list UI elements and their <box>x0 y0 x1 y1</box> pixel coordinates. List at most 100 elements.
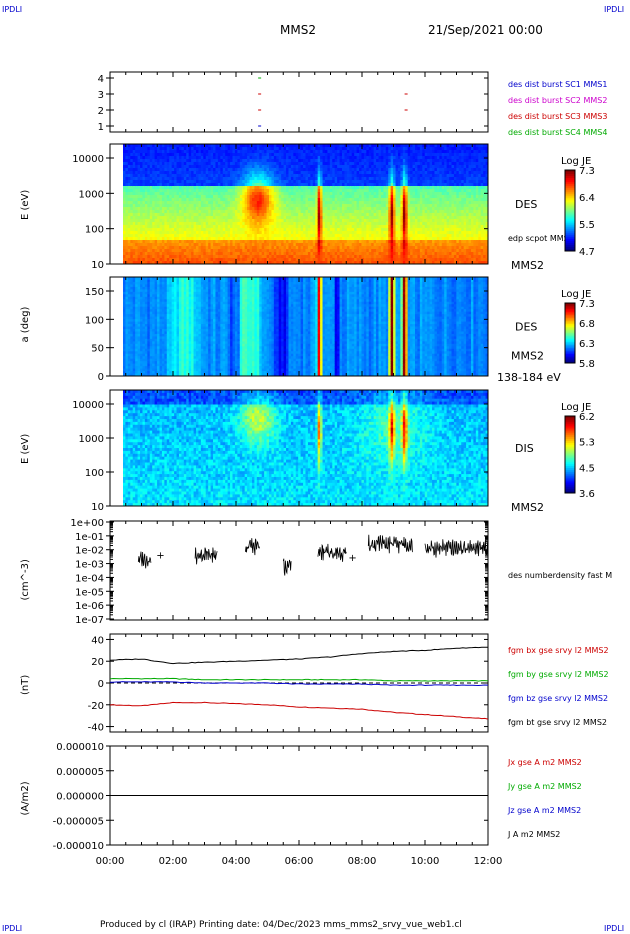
des-energy-heatmap-cell <box>415 150 418 154</box>
des-energy-heatmap-cell <box>295 261 299 265</box>
des-energy-heatmap-cell <box>217 162 221 166</box>
des-energy-heatmap-cell <box>417 255 421 259</box>
des-energy-heatmap-cell <box>388 231 392 235</box>
des-energy-heatmap-cell <box>378 156 382 160</box>
des-energy-heatmap-cell <box>161 204 165 208</box>
des-energy-heatmap-cell <box>166 213 170 217</box>
des-energy-heatmap-cell <box>181 192 185 196</box>
des-energy-heatmap-cell <box>419 216 423 220</box>
des-energy-heatmap-cell <box>144 249 148 253</box>
des-energy-heatmap-cell <box>276 204 280 208</box>
des-energy-heatmap-cell <box>210 210 214 214</box>
des-energy-heatmap-cell <box>339 183 343 187</box>
des-energy-heatmap-cell <box>161 144 165 148</box>
des-energy-heatmap-cell <box>183 204 187 208</box>
des-energy-heatmap-cell <box>300 162 304 166</box>
des-energy-heatmap-cell <box>261 162 265 166</box>
des-energy-heatmap-cell <box>290 198 294 202</box>
des-energy-heatmap-cell <box>298 150 302 154</box>
des-energy-heatmap-cell <box>344 258 348 262</box>
des-energy-heatmap-cell <box>303 246 306 250</box>
des-energy-heatmap-cell <box>266 210 270 214</box>
des-energy-heatmap-cell <box>140 204 143 208</box>
des-energy-heatmap-cell <box>244 210 248 214</box>
des-energy-heatmap-cell <box>354 192 357 196</box>
des-energy-heatmap-cell <box>183 240 187 244</box>
des-energy-heatmap-cell <box>378 180 382 184</box>
des-energy-heatmap-cell <box>186 249 190 253</box>
des-energy-heatmap-cell <box>127 144 131 148</box>
des-energy-heatmap-cell <box>354 201 357 205</box>
des-energy-heatmap-cell <box>390 177 394 181</box>
des-energy-heatmap-cell <box>415 231 418 235</box>
des-energy-heatmap-cell <box>200 195 204 199</box>
des-energy-heatmap-cell <box>237 183 241 187</box>
des-energy-heatmap-cell <box>383 207 387 211</box>
des-energy-heatmap-cell <box>159 192 163 196</box>
des-energy-heatmap-cell <box>397 174 401 178</box>
des-energy-heatmap-cell <box>161 153 165 157</box>
des-energy-heatmap-cell <box>217 207 221 211</box>
des-energy-heatmap-cell <box>181 213 185 217</box>
des-energy-heatmap-cell <box>415 165 418 169</box>
des-energy-heatmap-cell <box>356 144 360 148</box>
des-energy-heatmap-cell <box>174 198 177 202</box>
des-energy-heatmap-cell <box>230 219 233 223</box>
des-energy-heatmap-cell <box>315 228 319 232</box>
des-energy-heatmap-cell <box>154 240 158 244</box>
des-energy-heatmap-cell <box>181 198 185 202</box>
des-energy-heatmap-cell <box>390 243 394 247</box>
des-energy-heatmap-cell <box>200 252 204 256</box>
des-energy-heatmap-cell <box>125 261 129 265</box>
des-energy-heatmap-cell <box>305 261 309 265</box>
des-energy-heatmap-cell <box>373 246 377 250</box>
des-energy-heatmap-cell <box>259 228 263 232</box>
des-energy-heatmap-cell <box>225 216 229 220</box>
des-energy-heatmap-cell <box>174 174 177 178</box>
des-energy-heatmap-cell <box>259 210 263 214</box>
des-energy-heatmap-cell <box>271 219 275 223</box>
des-energy-heatmap-cell <box>213 180 216 184</box>
des-energy-heatmap-cell <box>210 243 214 247</box>
des-energy-heatmap-cell <box>247 162 250 166</box>
des-energy-heatmap-cell <box>315 156 319 160</box>
des-energy-heatmap-cell <box>327 183 331 187</box>
des-energy-heatmap-cell <box>161 237 165 241</box>
des-energy-heatmap-cell <box>402 228 406 232</box>
des-energy-heatmap-cell <box>417 183 421 187</box>
des-energy-heatmap-cell <box>157 147 160 151</box>
des-energy-heatmap-cell <box>230 168 233 172</box>
des-energy-heatmap-cell <box>412 192 416 196</box>
des-energy-heatmap-cell <box>149 171 153 175</box>
des-energy-heatmap-cell <box>171 231 175 235</box>
des-energy-heatmap-cell <box>140 234 143 238</box>
des-energy-heatmap-cell <box>354 150 357 154</box>
des-energy-heatmap-cell <box>196 255 199 259</box>
des-energy-heatmap-cell <box>368 153 372 157</box>
des-energy-heatmap-cell <box>142 195 146 199</box>
des-energy-heatmap-cell <box>230 156 233 160</box>
des-energy-heatmap-cell <box>142 201 146 205</box>
des-energy-heatmap-cell <box>222 210 226 214</box>
des-energy-heatmap-cell <box>327 252 331 256</box>
des-energy-heatmap-cell <box>385 159 389 163</box>
des-energy-heatmap-cell <box>322 159 326 163</box>
des-energy-heatmap-cell <box>405 165 409 169</box>
des-energy-heatmap-cell <box>227 225 231 229</box>
des-energy-heatmap-cell <box>339 177 343 181</box>
des-energy-heatmap-cell <box>249 228 253 232</box>
des-energy-heatmap-cell <box>337 213 340 217</box>
des-energy-heatmap-cell <box>290 258 294 262</box>
des-energy-heatmap-cell <box>242 144 246 148</box>
des-energy-heatmap-cell <box>390 213 394 217</box>
des-energy-heatmap-cell <box>337 252 340 256</box>
des-energy-heatmap-cell <box>324 255 328 259</box>
des-energy-heatmap-cell <box>359 225 362 229</box>
des-energy-heatmap-cell <box>198 225 202 229</box>
des-energy-heatmap-cell <box>147 201 151 205</box>
des-energy-heatmap-cell <box>191 183 194 187</box>
des-energy-heatmap-cell <box>322 177 326 181</box>
des-energy-heatmap-cell <box>298 174 302 178</box>
des-energy-heatmap-cell <box>322 186 326 190</box>
des-energy-heatmap-cell <box>419 165 423 169</box>
